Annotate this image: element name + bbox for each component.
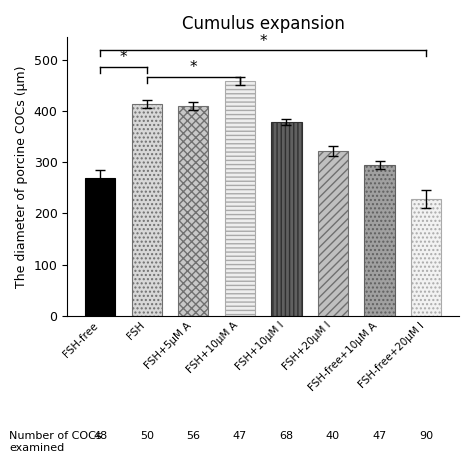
Text: 40: 40 [326, 431, 340, 441]
Text: Number of COCs
examined: Number of COCs examined [9, 431, 102, 453]
Bar [225, 81, 255, 316]
Text: 50: 50 [140, 431, 154, 441]
Bar [411, 199, 441, 316]
Text: *: * [259, 34, 267, 48]
Bar [318, 151, 348, 316]
Bar [85, 178, 115, 316]
Text: 56: 56 [186, 431, 201, 441]
Text: 47: 47 [233, 431, 247, 441]
Bar [132, 104, 162, 316]
Title: Cumulus expansion: Cumulus expansion [182, 15, 345, 33]
Bar [365, 165, 395, 316]
Bar [271, 121, 301, 316]
Text: 47: 47 [373, 431, 387, 441]
Text: 90: 90 [419, 431, 433, 441]
Text: 48: 48 [93, 431, 107, 441]
Y-axis label: The diameter of porcine COCs (μm): The diameter of porcine COCs (μm) [15, 65, 28, 288]
Bar [178, 106, 209, 316]
Text: 68: 68 [279, 431, 293, 441]
Text: *: * [119, 50, 128, 65]
Text: *: * [190, 60, 197, 75]
